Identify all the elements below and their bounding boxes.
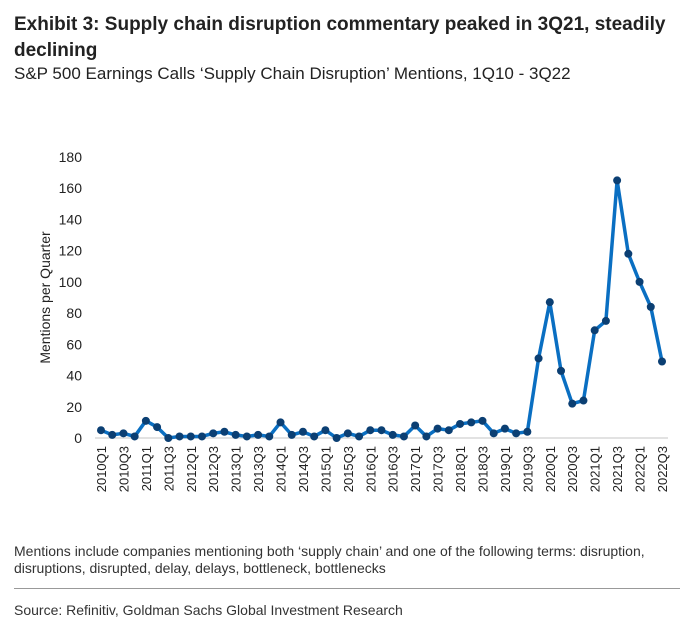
data-point bbox=[287, 430, 296, 439]
data-point bbox=[422, 432, 431, 441]
data-point bbox=[557, 366, 566, 375]
data-point bbox=[97, 426, 105, 435]
x-tick-label: 2015Q1 bbox=[318, 446, 333, 492]
data-point bbox=[624, 249, 633, 258]
data-point bbox=[635, 277, 644, 286]
x-tick-label: 2017Q3 bbox=[431, 446, 446, 492]
data-point bbox=[321, 426, 330, 435]
y-tick-label: 0 bbox=[74, 430, 82, 446]
data-point bbox=[298, 427, 307, 436]
data-point bbox=[276, 418, 285, 427]
chart-subtitle: S&P 500 Earnings Calls ‘Supply Chain Dis… bbox=[14, 64, 571, 83]
x-tick-label: 2021Q1 bbox=[588, 446, 603, 492]
x-tick-label: 2014Q1 bbox=[274, 446, 289, 492]
x-tick-label: 2010Q1 bbox=[94, 446, 109, 492]
data-point bbox=[388, 430, 397, 439]
data-point bbox=[444, 426, 453, 435]
data-point bbox=[310, 432, 319, 441]
data-point bbox=[467, 418, 476, 427]
line-chart: 0 20 40 60 80 100 120 140 160 180 Mentions per Qua… bbox=[37, 149, 670, 492]
data-point bbox=[411, 421, 420, 430]
x-tick-label: 2022Q3 bbox=[655, 446, 670, 492]
data-point bbox=[568, 399, 577, 408]
data-point bbox=[646, 302, 655, 311]
data-point bbox=[366, 426, 375, 435]
x-tick-label: 2018Q3 bbox=[475, 446, 490, 492]
data-point bbox=[332, 434, 341, 442]
x-tick-label: 2014Q3 bbox=[296, 446, 311, 492]
data-point bbox=[119, 429, 128, 438]
x-tick-label: 2012Q3 bbox=[206, 446, 221, 492]
x-tick-label: 2018Q1 bbox=[453, 446, 468, 492]
data-point bbox=[489, 429, 498, 438]
y-tick-label: 100 bbox=[59, 274, 83, 290]
y-tick-label: 120 bbox=[59, 243, 83, 259]
data-point bbox=[601, 316, 610, 325]
x-tick-label: 2013Q1 bbox=[229, 446, 244, 492]
data-point bbox=[343, 429, 352, 438]
x-tick-label: 2013Q3 bbox=[251, 446, 266, 492]
data-point bbox=[186, 432, 195, 441]
data-point bbox=[534, 354, 543, 363]
data-point bbox=[433, 424, 442, 433]
y-tick-label: 60 bbox=[66, 336, 82, 352]
data-point bbox=[399, 432, 408, 441]
data-point bbox=[523, 427, 532, 436]
source-text: Source: Refinitiv, Goldman Sachs Global … bbox=[14, 602, 403, 618]
x-tick-label: 2021Q3 bbox=[610, 446, 625, 492]
x-tick-label: 2011Q3 bbox=[161, 446, 176, 491]
chart-note: Mentions include companies mentioning bo… bbox=[14, 543, 645, 576]
data-point bbox=[377, 426, 386, 435]
x-tick-label: 2020Q1 bbox=[543, 446, 558, 492]
data-point bbox=[175, 432, 184, 441]
y-tick-label: 180 bbox=[59, 149, 83, 165]
data-point bbox=[141, 416, 150, 425]
data-point bbox=[512, 429, 521, 438]
data-point bbox=[254, 430, 263, 439]
data-point bbox=[164, 434, 173, 442]
data-point bbox=[500, 424, 509, 433]
data-point bbox=[265, 432, 274, 441]
chart-title: Exhibit 3: Supply chain disruption comme… bbox=[14, 14, 666, 61]
x-tick-label: 2015Q3 bbox=[341, 446, 356, 492]
data-point bbox=[355, 432, 364, 441]
y-tick-label: 80 bbox=[66, 305, 82, 321]
x-tick-label: 2011Q1 bbox=[139, 446, 154, 491]
data-point bbox=[153, 423, 162, 432]
data-point bbox=[613, 176, 622, 185]
data-point bbox=[590, 326, 599, 335]
data-point bbox=[242, 432, 251, 441]
x-tick-label: 2012Q1 bbox=[184, 446, 199, 492]
data-point bbox=[579, 396, 588, 405]
data-point bbox=[108, 430, 117, 439]
x-tick-label: 2017Q1 bbox=[408, 446, 423, 492]
x-tick-label: 2010Q3 bbox=[116, 446, 131, 492]
x-tick-label: 2016Q1 bbox=[363, 446, 378, 492]
x-tick-label: 2020Q3 bbox=[565, 446, 580, 492]
y-tick-label: 160 bbox=[59, 180, 83, 196]
y-tick-label: 40 bbox=[66, 368, 82, 384]
divider bbox=[14, 588, 680, 589]
y-tick-label: 20 bbox=[66, 399, 82, 415]
data-point bbox=[231, 430, 240, 439]
data-point bbox=[545, 298, 554, 307]
y-axis-label: Mentions per Quarter bbox=[37, 231, 53, 364]
y-tick-label: 140 bbox=[59, 211, 83, 227]
data-point bbox=[130, 432, 139, 441]
data-point bbox=[220, 427, 229, 436]
x-tick-label: 2022Q1 bbox=[633, 446, 648, 492]
data-point bbox=[658, 357, 666, 366]
data-point bbox=[456, 419, 465, 428]
data-point bbox=[197, 432, 206, 441]
x-tick-label: 2019Q1 bbox=[498, 446, 513, 492]
x-tick-label: 2019Q3 bbox=[520, 446, 535, 492]
data-point bbox=[478, 416, 487, 425]
data-point bbox=[209, 429, 218, 438]
series-line bbox=[100, 178, 664, 440]
x-tick-label: 2016Q3 bbox=[386, 446, 401, 492]
